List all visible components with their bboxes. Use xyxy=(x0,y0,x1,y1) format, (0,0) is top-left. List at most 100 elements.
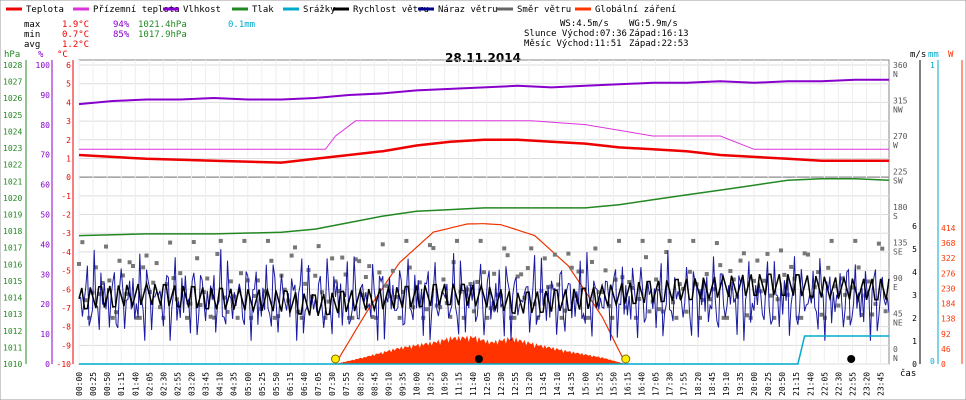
tick-direction-label: N xyxy=(893,70,898,79)
tick-direction-deg: 270 xyxy=(893,132,908,141)
tick-direction-deg: 90 xyxy=(893,274,903,283)
tick-x: 10:00 xyxy=(413,372,422,396)
tick-temp: -3 xyxy=(61,229,71,238)
wind-direction-point xyxy=(350,315,355,320)
tick-x: 04:35 xyxy=(230,372,239,396)
wind-direction-point xyxy=(282,287,287,292)
wind-direction-point xyxy=(164,282,169,287)
wind-direction-point xyxy=(326,299,331,304)
wind-direction-point xyxy=(208,314,213,319)
wind-direction-point xyxy=(701,297,706,302)
tick-x: 03:20 xyxy=(188,372,197,396)
tick-direction-deg: 315 xyxy=(893,97,908,106)
wind-direction-point xyxy=(552,252,557,257)
wind-direction-point xyxy=(225,309,230,314)
info-sun: Slunce Východ:07:36 xyxy=(524,29,627,39)
stat-max-rain: 0.1mm xyxy=(228,20,255,30)
tick-radiation: 138 xyxy=(941,315,956,324)
info-wg: WG:5.9m/s xyxy=(629,19,678,29)
wind-direction-point xyxy=(360,292,365,297)
wind-direction-point xyxy=(492,271,497,276)
tick-hpa: 1011 xyxy=(3,343,22,352)
wind-direction-point xyxy=(667,238,672,243)
wind-speed-line xyxy=(78,273,890,316)
wind-direction-point xyxy=(141,265,146,270)
wind-direction-point xyxy=(120,273,125,278)
tick-temp: 6 xyxy=(66,61,71,70)
wind-direction-point xyxy=(320,290,324,295)
wind-direction-point xyxy=(363,275,368,280)
wind-direction-point xyxy=(424,307,429,312)
wind-direction-point xyxy=(502,246,507,251)
wind-direction-point xyxy=(539,288,544,293)
wind-direction-point xyxy=(802,251,807,256)
unit-rain: mm xyxy=(928,50,939,60)
wind-direction-point xyxy=(785,292,790,297)
wind-direction-point xyxy=(586,315,591,320)
tick-temp: -5 xyxy=(61,267,71,276)
tick-direction-label: S xyxy=(893,212,898,221)
wind-direction-point xyxy=(542,256,547,261)
wind-direction-point xyxy=(876,241,881,246)
tick-x: 07:05 xyxy=(314,372,323,396)
wind-direction-point xyxy=(468,281,473,286)
wind-direction-point xyxy=(168,240,173,245)
tick-humidity: 90 xyxy=(40,91,50,100)
wind-direction-point xyxy=(792,276,797,281)
wind-direction-point xyxy=(353,257,358,262)
tick-hpa: 1022 xyxy=(3,161,22,170)
sunset-marker xyxy=(621,354,631,364)
stat-min-hum: 85% xyxy=(113,30,130,40)
tick-hpa: 1015 xyxy=(3,277,22,286)
tick-humidity: 50 xyxy=(40,211,50,220)
tick-x: 11:15 xyxy=(455,372,464,396)
wind-direction-point xyxy=(779,248,783,253)
stat-min-label: min xyxy=(24,30,40,40)
wind-direction-point xyxy=(519,272,524,277)
tick-speed: 5 xyxy=(912,245,917,254)
tick-temp: -6 xyxy=(61,285,71,294)
stat-min-press: 1017.9hPa xyxy=(138,30,187,40)
wind-direction-point xyxy=(482,270,486,275)
wind-direction-point xyxy=(826,265,831,270)
tick-x: 23:45 xyxy=(877,372,886,396)
wind-direction-point xyxy=(880,246,885,251)
legend: Teplota Přízemní teplota Vlhkost Tlak Srážky… xyxy=(6,5,676,15)
wind-direction-point xyxy=(316,244,321,249)
legend-label-1: Přízemní teplota xyxy=(93,5,180,15)
wind-direction-point xyxy=(117,258,122,263)
wind-direction-point xyxy=(407,265,412,270)
tick-speed: 0 xyxy=(912,360,917,369)
tick-x: 14:35 xyxy=(567,372,576,396)
tick-temp: 5 xyxy=(66,80,71,89)
tick-humidity: 100 xyxy=(36,61,51,70)
wind-direction-point xyxy=(640,238,645,243)
wind-direction-point xyxy=(657,307,662,312)
wind-direction-point xyxy=(377,270,382,275)
stat-max-temp: 1.9°C xyxy=(62,20,89,30)
info-block: WS:4.5m/s WG:5.9m/s Slunce Východ:07:36 … xyxy=(524,19,689,49)
tick-hpa: 1026 xyxy=(3,94,22,103)
wind-direction-point xyxy=(293,245,297,250)
wind-direction-point xyxy=(455,238,459,243)
wind-direction-point xyxy=(738,258,743,263)
wind-direction-point xyxy=(276,314,281,319)
wind-direction-point xyxy=(262,289,267,294)
tick-x: 06:40 xyxy=(300,372,309,396)
tick-x: 07:30 xyxy=(328,372,337,396)
tick-x: 10:50 xyxy=(441,372,450,396)
tick-x: 17:30 xyxy=(666,372,675,396)
tick-x: 17:55 xyxy=(680,372,689,396)
tick-x: 18:20 xyxy=(694,372,703,396)
wind-direction-point xyxy=(603,268,608,273)
tick-x: 20:25 xyxy=(764,372,773,396)
wind-direction-point xyxy=(816,270,821,275)
wind-direction-point xyxy=(856,265,861,270)
wind-direction-point xyxy=(215,251,220,256)
wind-direction-point xyxy=(525,266,530,271)
legend-label-0: Teplota xyxy=(26,5,64,15)
tick-temp: -4 xyxy=(61,248,71,257)
wind-direction-point xyxy=(104,244,108,249)
wind-direction-point xyxy=(417,280,422,285)
wind-direction-point xyxy=(195,256,200,261)
